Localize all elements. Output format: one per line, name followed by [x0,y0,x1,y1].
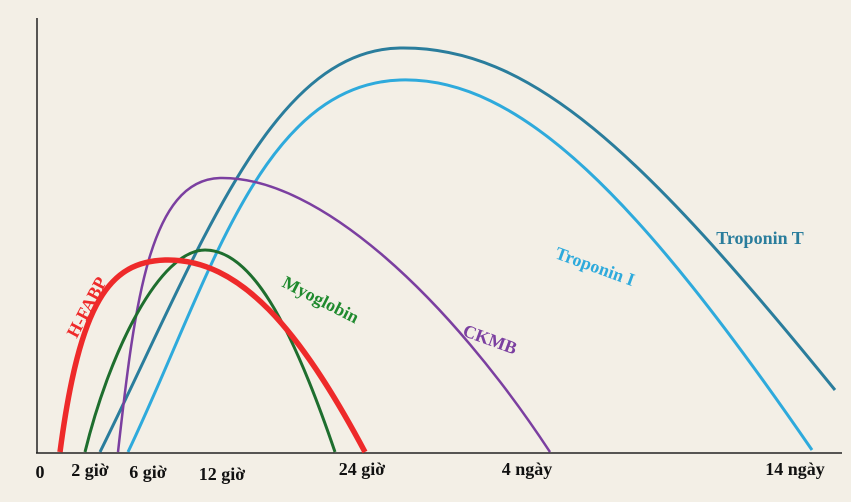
x-label: 0 [36,462,45,482]
x-label: 6 giờ [129,462,167,482]
x-label: 14 ngày [765,459,825,479]
x-label: 4 ngày [502,459,553,479]
curve-label: Troponin T [716,228,804,248]
x-label: 24 giờ [339,459,386,479]
myoglobin-curve [83,248,337,453]
x-label: 2 giờ [71,460,109,480]
x-label: 12 giờ [199,464,246,484]
h-fabp-curve [57,257,368,454]
troponin-i-curve [126,78,814,453]
